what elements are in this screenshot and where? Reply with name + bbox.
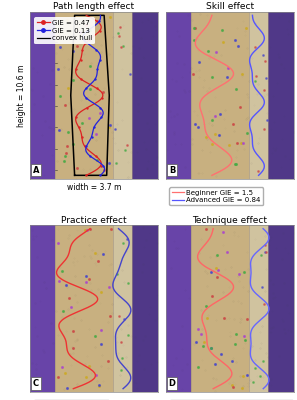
Bar — [268, 12, 294, 179]
Bar — [30, 12, 55, 179]
Y-axis label: height = 10.6 m: height = 10.6 m — [17, 64, 26, 126]
Bar — [191, 12, 249, 179]
Bar — [132, 12, 158, 179]
Title: Practice effect: Practice effect — [61, 216, 127, 224]
X-axis label: width = 3.7 m: width = 3.7 m — [67, 183, 121, 192]
Bar — [55, 225, 113, 392]
Bar — [249, 12, 268, 179]
Legend: GIE = 0.47, GIE = 0.13, convex hull: GIE = 0.47, GIE = 0.13, convex hull — [34, 17, 95, 44]
Bar — [166, 12, 191, 179]
Bar — [113, 12, 132, 179]
Bar — [132, 225, 158, 392]
Bar — [268, 225, 294, 392]
Title: Skill effect: Skill effect — [206, 2, 254, 11]
Text: D: D — [169, 379, 176, 388]
Text: B: B — [169, 166, 175, 175]
Bar — [166, 225, 191, 392]
Title: Path length effect: Path length effect — [53, 2, 135, 11]
Bar — [249, 225, 268, 392]
Bar — [113, 225, 132, 392]
Bar — [30, 225, 55, 392]
Legend: Beginner GIE = 1.5, Advanced GIE = 0.84: Beginner GIE = 1.5, Advanced GIE = 0.84 — [169, 187, 263, 205]
Title: Technique effect: Technique effect — [192, 216, 267, 224]
Bar — [55, 12, 113, 179]
Bar — [191, 225, 249, 392]
Text: A: A — [33, 166, 40, 175]
Text: C: C — [33, 379, 39, 388]
